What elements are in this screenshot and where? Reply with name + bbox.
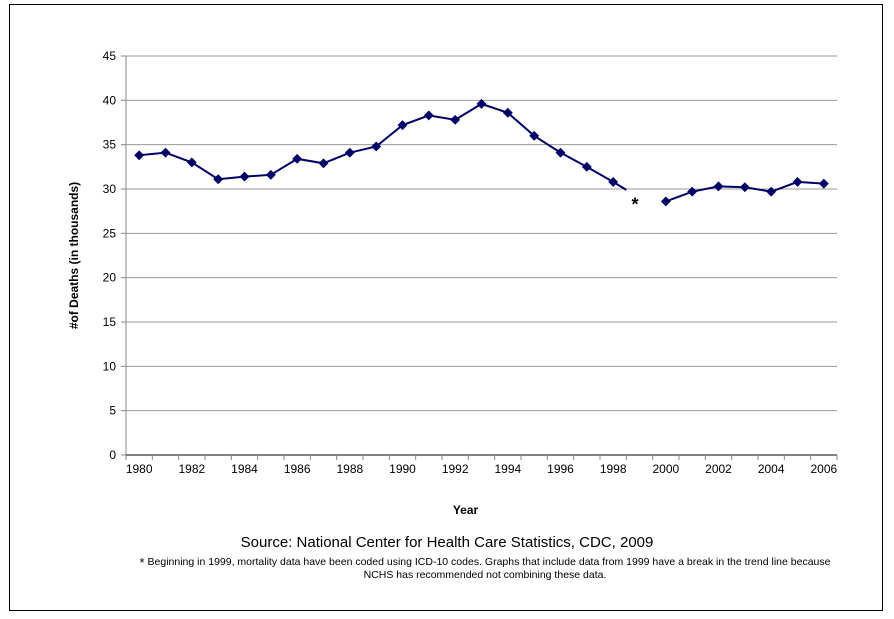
series-line	[139, 102, 627, 191]
data-point	[792, 176, 803, 187]
y-tick-label: 45	[103, 49, 117, 63]
y-tick-label: 10	[103, 359, 117, 373]
y-tick-label: 40	[103, 93, 117, 107]
data-point	[160, 147, 171, 158]
y-tick-label: 35	[103, 138, 117, 152]
data-point	[292, 153, 303, 164]
data-point	[739, 182, 750, 193]
x-tick-label: 1994	[494, 462, 521, 476]
x-axis-title: Year	[453, 503, 479, 517]
data-point	[239, 171, 250, 182]
y-tick-label: 25	[103, 226, 117, 240]
break-marker: *	[632, 194, 639, 214]
x-tick-label: 1998	[600, 462, 627, 476]
y-axis-title: #of Deaths (in thousands)	[67, 182, 81, 329]
x-tick-label: 2006	[810, 462, 837, 476]
data-point	[608, 176, 619, 187]
x-tick-label: 1996	[547, 462, 574, 476]
x-tick-label: 1984	[231, 462, 258, 476]
x-tick-label: 2002	[705, 462, 732, 476]
x-tick-label: 1982	[178, 462, 205, 476]
data-point	[818, 178, 829, 189]
data-point	[344, 147, 355, 158]
x-tick-label: 1980	[126, 462, 153, 476]
y-tick-label: 5	[109, 404, 116, 418]
data-point	[318, 158, 329, 169]
footnote-text: Beginning in 1999, mortality data have b…	[147, 556, 831, 581]
data-point	[423, 110, 434, 121]
data-point	[371, 141, 382, 152]
y-tick-label: 20	[103, 271, 117, 285]
footnote-marker: *	[139, 555, 145, 570]
data-point	[581, 161, 592, 172]
x-tick-label: 2004	[758, 462, 785, 476]
x-tick-label: 1990	[389, 462, 416, 476]
data-point	[186, 157, 197, 168]
chart-border	[9, 4, 883, 611]
data-point	[450, 114, 461, 125]
data-point	[660, 196, 671, 207]
source-text: Source: National Center for Health Care …	[240, 534, 654, 551]
data-point	[555, 147, 566, 158]
x-tick-label: 1992	[442, 462, 469, 476]
data-point	[134, 150, 145, 161]
data-point	[713, 181, 724, 192]
x-tick-label: 1986	[284, 462, 311, 476]
data-point	[687, 186, 698, 197]
y-tick-label: 0	[109, 448, 116, 462]
footnote: * Beginning in 1999, mortality data have…	[130, 556, 840, 582]
x-tick-label: 2000	[652, 462, 679, 476]
y-tick-label: 15	[103, 315, 117, 329]
data-point	[529, 130, 540, 141]
data-point	[766, 186, 777, 197]
y-tick-label: 30	[103, 182, 117, 196]
x-tick-label: 1988	[336, 462, 363, 476]
data-point	[265, 169, 276, 180]
data-point	[213, 174, 224, 185]
